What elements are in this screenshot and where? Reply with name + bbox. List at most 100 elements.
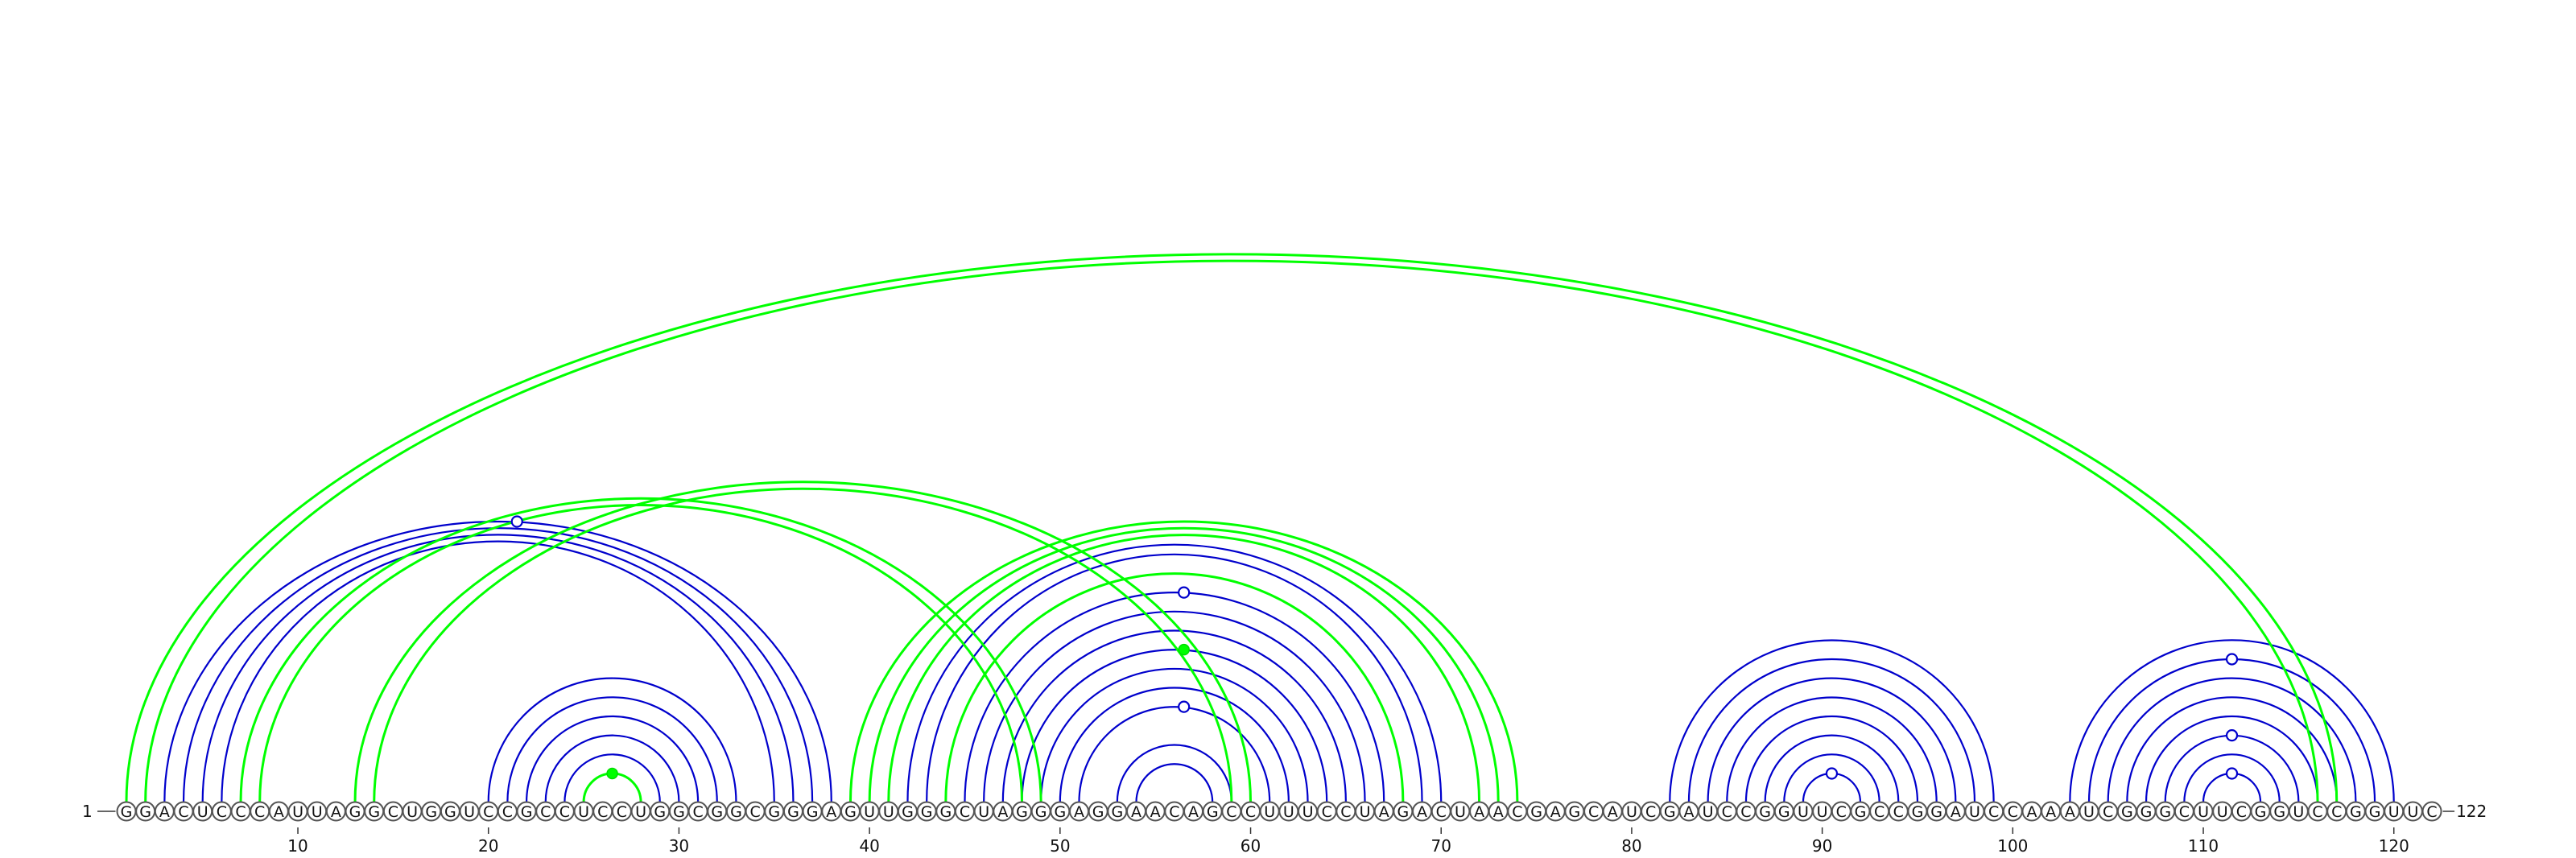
axis-tick-label: 50 [1050, 836, 1070, 856]
axis-tick-label: 100 [1997, 836, 2028, 856]
blue-base-pair-arc [1764, 734, 1900, 802]
nucleotide-letter: C [1322, 803, 1332, 821]
blue-base-pair-arc [182, 527, 814, 802]
nucleotide-letter: G [1207, 803, 1219, 821]
nucleotide-letter: U [883, 803, 894, 821]
nucleotide-letter: C [2331, 803, 2342, 821]
nucleotide-letter: U [1798, 803, 1809, 821]
nucleotide-letter: A [331, 803, 341, 821]
nucleotide-letter: U [2293, 803, 2304, 821]
nucleotide-letter: U [2388, 803, 2400, 821]
nucleotide-letter: C [1893, 803, 1904, 821]
sequence-ends: 1 122 [82, 802, 2487, 821]
nucleotide-letter: A [997, 803, 1008, 821]
blue-base-pair-arc [2107, 677, 2357, 802]
nucleotide-letter: A [1379, 803, 1389, 821]
nucleotide-letter: U [292, 803, 303, 821]
blue-arc-marker [2225, 653, 2239, 666]
nucleotide-letter: C [483, 803, 493, 821]
blue-base-pair-arc [964, 592, 1385, 802]
blue-arc-marker [1178, 700, 1191, 713]
blue-base-pair-arc [1059, 687, 1290, 802]
green-base-pair-arc [353, 481, 1253, 802]
nucleotide-letter: G [1759, 803, 1771, 821]
nucleotide-letter: G [1569, 803, 1581, 821]
axis-tick-label: 40 [859, 836, 879, 856]
nucleotide-letter: G [2140, 803, 2153, 821]
blue-base-pair-arc [906, 543, 1443, 802]
blue-base-pair-arc [1744, 715, 1919, 802]
nucleotide-letter: C [217, 803, 227, 821]
nucleotide-letter: G [1912, 803, 1924, 821]
nucleotide-letter: U [2083, 803, 2095, 821]
nucleotide-letter: A [1150, 803, 1161, 821]
green-arc-marker [606, 767, 618, 780]
nucleotide-letter: G [1778, 803, 1790, 821]
blue-arc-marker [510, 515, 523, 528]
nucleotide-letter: G [521, 803, 533, 821]
blue-base-pair-arc [1021, 649, 1328, 802]
nucleotide-letter: G [654, 803, 666, 821]
blue-base-pair-arc [564, 753, 661, 802]
blue-base-pair-arc [1687, 658, 1976, 802]
blue-arc-marker [1178, 586, 1191, 599]
nucleotide-letter: G [139, 803, 151, 821]
nucleotide-letter: C [254, 803, 265, 821]
green-base-pair-arc [868, 526, 1500, 802]
nucleotide-letter: G [730, 803, 742, 821]
nucleotide-letter: C [960, 803, 970, 821]
nucleotide-letter: G [807, 803, 819, 821]
blue-base-pair-arc [221, 540, 775, 802]
nucleotide-letter: A [1417, 803, 1427, 821]
nucleotide-letter: A [1074, 803, 1084, 821]
green-base-pair-arc [125, 253, 2339, 802]
nucleotide-letter: G [1664, 803, 1676, 821]
blue-base-pair-arc [1726, 696, 1938, 802]
axis-tick-label: 10 [287, 836, 308, 856]
nucleotide-letter: C [388, 803, 398, 821]
nucleotide-letter: G [921, 803, 933, 821]
nucleotide-letter: U [1360, 803, 1371, 821]
nucleotide-letter: G [2159, 803, 2171, 821]
blue-base-pair-arc [163, 520, 832, 802]
nucleotide-letter: A [159, 803, 170, 821]
blue-base-pair-arc [2069, 639, 2395, 802]
nucleotide-letter: C [2426, 803, 2437, 821]
blue-base-pair-arc [1078, 706, 1271, 802]
nucleotide-letter: C [1512, 803, 1522, 821]
blue-base-pair-arc [2145, 715, 2319, 802]
nucleotide-letter: U [1703, 803, 1714, 821]
nucleotide-letter: G [425, 803, 437, 821]
nucleotide-letter: G [444, 803, 456, 821]
blue-base-pair-arc [926, 553, 1423, 802]
nucleotide-letter: C [2179, 803, 2190, 821]
nucleotide-letter: G [711, 803, 723, 821]
nucleotide-letter: G [673, 803, 685, 821]
nucleotide-letter: G [368, 803, 380, 821]
nucleotide-letter: G [1530, 803, 1542, 821]
nucleotide-letter: A [2046, 803, 2056, 821]
nucleotide-letter: C [1245, 803, 1256, 821]
nucleotide-letter: C [1722, 803, 1732, 821]
axis-tick-label: 110 [2188, 836, 2219, 856]
nucleotide-letter: U [635, 803, 646, 821]
blue-base-pair-arc [2183, 753, 2281, 802]
axis-tick-label: 90 [1812, 836, 1832, 856]
nucleotide-letter: G [902, 803, 914, 821]
blue-base-pair-arc [1707, 677, 1957, 802]
nucleotide-letter: G [1855, 803, 1867, 821]
axis-tick-label: 20 [478, 836, 498, 856]
nucleotide-letter: C [2008, 803, 2018, 821]
blue-base-pair-arc [1783, 753, 1880, 802]
nucleotide-letter: G [2255, 803, 2267, 821]
blue-base-pair-arc [1040, 667, 1309, 802]
arc-markers [510, 515, 2239, 780]
nucleotide-letter: C [749, 803, 760, 821]
blue-base-pair-arc [506, 696, 718, 802]
blue-base-pair-arc [201, 534, 795, 802]
nucleotide-letter: A [1131, 803, 1141, 821]
nucleotide-letter: C [178, 803, 188, 821]
nucleotide-letter: U [1817, 803, 1828, 821]
